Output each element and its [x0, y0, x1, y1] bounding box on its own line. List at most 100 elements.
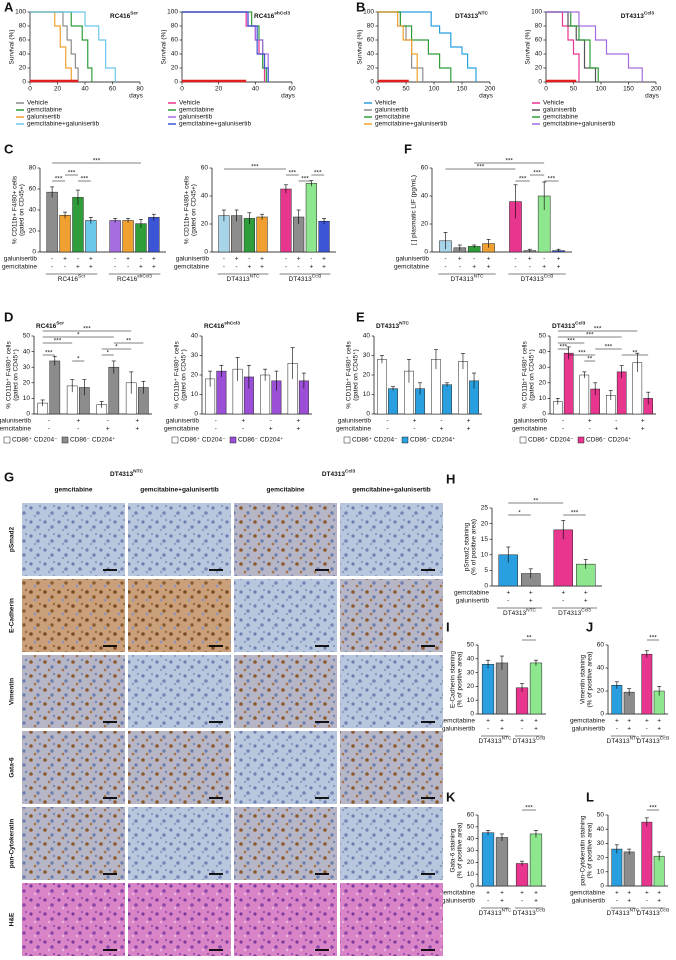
- chart-title-sup: Scr: [130, 11, 138, 17]
- bar: [46, 191, 58, 253]
- micrograph-group-base: DT4313: [322, 471, 346, 478]
- row-sign: +: [529, 590, 533, 597]
- group-label-sup: NTC: [474, 274, 484, 280]
- row-sign: +: [506, 590, 510, 597]
- legend-label: Vehicle: [543, 100, 564, 107]
- x-tick-label: 0: [180, 86, 184, 93]
- group-label-base: DT4313: [503, 610, 527, 617]
- legend-label: CD86⁺ CD204⁻: [352, 437, 398, 444]
- y-axis-label: (gated on CD45+): [191, 184, 198, 236]
- bar: [442, 384, 452, 415]
- group-label-sup: Ccl3: [536, 736, 546, 742]
- bar: [216, 370, 227, 415]
- survival-curve: [378, 11, 477, 82]
- micrograph-group-sup: Ccl3: [345, 469, 355, 475]
- micrograph: [22, 579, 125, 652]
- panel-letter: D: [4, 309, 13, 324]
- y-tick-label: 10: [481, 552, 489, 559]
- row-sign: +: [76, 264, 80, 271]
- row-sign: -: [646, 898, 648, 905]
- y-tick-label: 40: [363, 333, 371, 340]
- row-sign: -: [48, 418, 50, 425]
- row-label: gemcitabine: [440, 890, 475, 897]
- bar: [611, 848, 623, 887]
- bar: [495, 662, 509, 715]
- y-tick-label: 10: [467, 871, 475, 878]
- y-axis-label: (gated on CD45⁺): [353, 349, 360, 401]
- chart-title: RC416shCcl3: [204, 321, 240, 330]
- group-label: DT4313Ccl3: [513, 736, 546, 745]
- survival-curve: [182, 11, 269, 82]
- row-sign: +: [520, 890, 524, 897]
- row-sign: +: [152, 264, 156, 271]
- y-tick-label: 20: [597, 688, 605, 695]
- bar: [122, 220, 134, 253]
- legend-swatch: [229, 436, 237, 444]
- y-tick-label: 60: [535, 37, 543, 44]
- y-tick-label: 0: [194, 411, 198, 418]
- y-tick-label: 80: [29, 165, 37, 172]
- legend-label: Vehicle: [375, 100, 396, 107]
- row-label: galunisertib: [514, 418, 548, 425]
- micrograph-row: pan-Cytokeratin: [9, 819, 16, 869]
- x-tick-label: 0: [376, 86, 380, 93]
- y-tick-label: 40: [597, 665, 605, 672]
- row-sign: -: [215, 418, 217, 425]
- row-sign: +: [139, 264, 143, 271]
- bar: [623, 851, 635, 887]
- bar: [318, 220, 330, 253]
- panel-letter: F: [404, 141, 412, 156]
- group-label: RC416shCcl3: [117, 274, 152, 283]
- row-sign: +: [534, 898, 538, 905]
- row-sign: -: [223, 256, 225, 263]
- significance-label: ***: [83, 326, 91, 333]
- micrograph: [128, 503, 231, 576]
- bar: [305, 183, 317, 253]
- y-tick-label: 0: [32, 249, 36, 256]
- x-tick-label: 40: [81, 86, 89, 93]
- row-sign: +: [322, 264, 326, 271]
- micrograph: [340, 883, 443, 956]
- legend-swatch: [519, 436, 527, 444]
- row-label: galunisertib: [572, 898, 606, 905]
- y-tick-label: 30: [23, 364, 31, 371]
- micrograph: [340, 503, 443, 576]
- legend-label: gemcitabine: [543, 114, 578, 121]
- y-tick-label: 30: [539, 364, 547, 371]
- row-sign: -: [223, 264, 225, 271]
- bar: [72, 197, 84, 253]
- row-sign: +: [486, 890, 490, 897]
- y-tick-label: 30: [467, 669, 475, 676]
- row-sign: -: [51, 264, 53, 271]
- row-label: gemcitabine: [174, 264, 209, 271]
- group-label-sup: Ccl3: [544, 274, 554, 280]
- row-sign: -: [514, 256, 516, 263]
- row-sign: +: [89, 256, 93, 263]
- group-label: DT4313NTC: [479, 736, 513, 745]
- legend-label: CD86⁻ CD204⁺: [586, 437, 632, 444]
- x-tick-label: 200: [485, 86, 496, 93]
- bar: [481, 664, 495, 715]
- y-tick-label: 50: [23, 333, 31, 340]
- row-sign: -: [48, 426, 50, 433]
- bar: [616, 371, 627, 415]
- y-tick-label: 50: [539, 333, 547, 340]
- row-sign: +: [520, 718, 524, 725]
- y-tick-label: 15: [481, 536, 489, 543]
- y-tick-label: 60: [201, 165, 209, 172]
- panel-letter: L: [586, 789, 594, 804]
- micrograph-column: gemcitabine: [55, 487, 93, 494]
- y-tick-label: 40: [29, 207, 37, 214]
- chart-title: DT4313NTC: [376, 321, 410, 330]
- significance-label: **: [632, 350, 638, 357]
- micrograph-row: H&E: [9, 912, 16, 926]
- panel-letter: H: [446, 471, 455, 486]
- row-sign: -: [270, 418, 272, 425]
- row-sign: +: [472, 264, 476, 271]
- row-sign: -: [242, 426, 244, 433]
- y-tick-label: 40: [191, 333, 199, 340]
- y-tick-label: 40: [19, 51, 27, 58]
- group-label-base: DT4313: [637, 910, 661, 917]
- row-sign: -: [386, 426, 388, 433]
- y-tick-label: 40: [539, 348, 547, 355]
